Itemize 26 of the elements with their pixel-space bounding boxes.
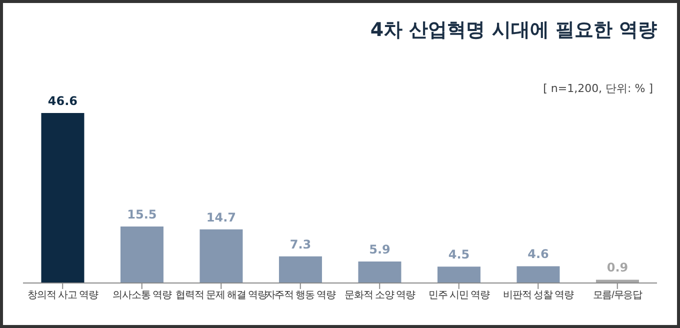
- x-tick-label: 자주적 행동 역량: [265, 290, 336, 302]
- bar: [41, 113, 84, 283]
- bar: [437, 266, 480, 283]
- bar: [278, 256, 322, 283]
- data-label: 4.6: [528, 247, 549, 262]
- x-tick-label: 문화적 소양 역량: [344, 290, 416, 302]
- x-tick-label: 창의적 사고 역량: [28, 290, 98, 302]
- data-label: 4.5: [448, 248, 470, 262]
- data-label: 0.9: [606, 260, 628, 275]
- bar: [120, 226, 164, 283]
- data-label: 15.5: [127, 207, 157, 222]
- bar: [516, 266, 560, 283]
- chart-title: 4차 산업혁명 시대에 필요한 역량: [370, 18, 657, 43]
- chart-subtitle: [ n=1,200, 단위: % ]: [543, 81, 653, 96]
- data-label: 14.7: [206, 210, 236, 224]
- bar: [358, 261, 402, 283]
- x-tick-label: 민주 시민 역량: [428, 290, 490, 302]
- data-label: 7.3: [290, 237, 312, 252]
- bar: [596, 280, 639, 283]
- data-label: 46.6: [48, 94, 78, 108]
- data-label: 5.9: [369, 242, 390, 256]
- x-tick-label: 비판적 성찰 역량: [503, 290, 574, 302]
- x-tick-label: 의사소통 역량: [112, 290, 172, 302]
- x-tick-label: 협력적 문제 해결 역량: [176, 290, 268, 302]
- bar: [200, 229, 243, 283]
- x-tick-label: 모름/무응답: [592, 290, 643, 302]
